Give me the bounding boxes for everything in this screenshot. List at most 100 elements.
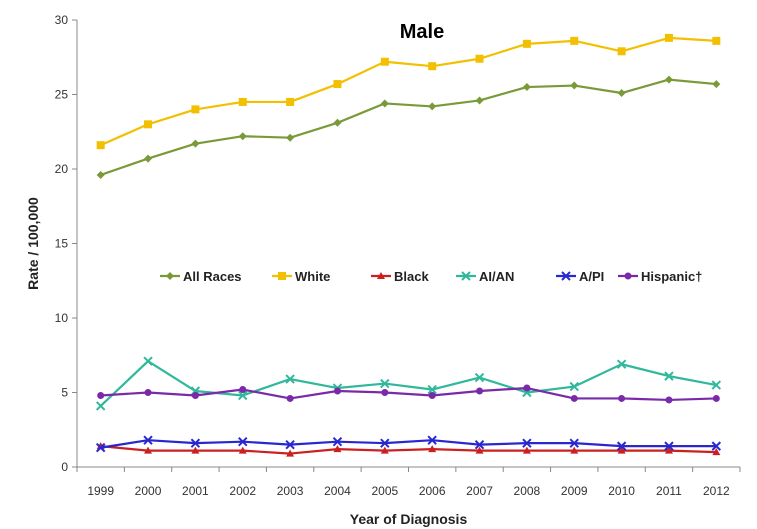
- data-point-ai-an: [616, 359, 627, 369]
- legend-item-all-races: All Races: [160, 269, 242, 284]
- x-tick-label: 2005: [371, 484, 398, 498]
- y-tick-label: 0: [61, 460, 68, 474]
- legend-item-white: White: [272, 269, 330, 284]
- legend-item-black: Black: [371, 269, 429, 284]
- data-point-ai-an: [427, 384, 437, 395]
- data-point-black: [475, 446, 484, 454]
- data-point-white: [238, 97, 247, 106]
- x-axis: 1999 2000 2001 2002 2003 2004 2005 2006 2007 2008…: [76, 466, 741, 498]
- data-point-ai-an: [474, 372, 485, 383]
- data-point-ai-an: [143, 356, 153, 366]
- data-point-hispanic: [665, 396, 673, 404]
- y-tick-label: 30: [55, 13, 69, 27]
- legend-marker: [166, 272, 174, 280]
- data-point-hispanic: [381, 389, 389, 396]
- x-axis-title: Year of Diagnosis: [350, 511, 468, 527]
- legend-marker: [461, 271, 471, 281]
- data-point-white: [286, 97, 295, 106]
- x-tick-label: 2003: [277, 484, 304, 498]
- data-point-a-pi: [285, 439, 295, 450]
- series-line-white: [100, 36, 717, 147]
- data-point-a-pi: [95, 442, 106, 453]
- data-point-ai-an: [664, 371, 674, 381]
- data-point-black: [286, 449, 295, 457]
- data-point-ai-an: [95, 401, 106, 411]
- data-point-all-races: [475, 96, 484, 105]
- data-point-a-pi: [190, 438, 201, 448]
- data-point-hispanic: [476, 387, 484, 395]
- data-point-black: [191, 446, 200, 454]
- data-point-hispanic: [428, 391, 436, 399]
- legend-marker: [278, 272, 286, 280]
- data-point-all-races: [570, 81, 579, 90]
- data-point-ai-an: [569, 381, 579, 392]
- x-tick-label: 2001: [182, 484, 209, 498]
- y-tick-label: 5: [61, 386, 68, 400]
- data-point-all-races: [333, 118, 342, 127]
- y-tick-label: 15: [55, 237, 69, 251]
- legend-label: Hispanic†: [641, 269, 702, 284]
- data-point-hispanic: [333, 387, 341, 395]
- y-axis: 0 5 10 15 20 25 30: [55, 13, 78, 474]
- data-point-all-races: [96, 170, 105, 179]
- data-point-hispanic: [97, 391, 105, 399]
- series-line-all-races: [100, 78, 717, 176]
- data-point-black: [617, 446, 626, 454]
- data-point-a-pi: [474, 439, 485, 450]
- legend-label: AI/AN: [479, 269, 514, 284]
- data-point-ai-an: [711, 380, 722, 390]
- x-tick-label: 1999: [87, 484, 114, 498]
- legend-label: A/PI: [579, 269, 604, 284]
- data-point-all-races: [191, 139, 200, 148]
- data-point-hispanic: [144, 389, 152, 396]
- x-tick-label: 2000: [135, 484, 162, 498]
- legend-label: All Races: [183, 269, 242, 284]
- data-point-a-pi: [569, 438, 579, 448]
- data-point-white: [664, 33, 673, 42]
- x-tick-label: 2012: [703, 484, 730, 498]
- data-point-white: [380, 57, 389, 66]
- data-point-hispanic: [239, 386, 247, 394]
- data-point-a-pi: [143, 435, 153, 445]
- data-point-white: [333, 80, 342, 89]
- legend-marker: [561, 271, 571, 281]
- legend-label: White: [295, 269, 330, 284]
- data-point-a-pi: [664, 441, 674, 451]
- data-point-a-pi: [238, 436, 248, 447]
- data-point-white: [712, 36, 721, 45]
- data-point-ai-an: [285, 374, 295, 384]
- data-point-hispanic: [191, 391, 199, 399]
- series-line-hispanic: [100, 386, 717, 402]
- data-point-a-pi: [616, 441, 627, 451]
- data-point-all-races: [286, 133, 295, 142]
- data-point-white: [96, 141, 105, 150]
- series-line-a-pi: [100, 439, 717, 449]
- data-point-hispanic: [570, 394, 578, 402]
- data-point-a-pi: [711, 441, 722, 451]
- x-tick-label: 2007: [466, 484, 493, 498]
- data-point-a-pi: [380, 438, 390, 448]
- data-point-black: [428, 445, 437, 453]
- legend-marker: [377, 272, 385, 279]
- data-point-hispanic: [618, 394, 626, 402]
- data-point-black: [380, 446, 389, 454]
- data-point-all-races: [664, 75, 673, 84]
- data-point-all-races: [712, 80, 721, 89]
- series-ai-an: [95, 356, 722, 411]
- x-tick-label: 2010: [608, 484, 635, 498]
- y-tick-label: 25: [55, 88, 69, 102]
- data-point-all-races: [428, 102, 437, 111]
- x-tick-label: 2011: [656, 484, 682, 498]
- data-point-white: [522, 39, 531, 48]
- data-point-black: [570, 446, 579, 454]
- data-point-hispanic: [712, 394, 720, 402]
- series-white: [96, 33, 721, 150]
- series-all-races: [96, 75, 721, 179]
- legend-item-hispanic: Hispanic†: [618, 269, 702, 284]
- x-tick-label: 2004: [324, 484, 351, 498]
- y-tick-label: 20: [55, 162, 69, 176]
- x-tick-label: 2002: [229, 484, 256, 498]
- data-point-a-pi: [427, 435, 437, 445]
- data-point-all-races: [522, 83, 531, 92]
